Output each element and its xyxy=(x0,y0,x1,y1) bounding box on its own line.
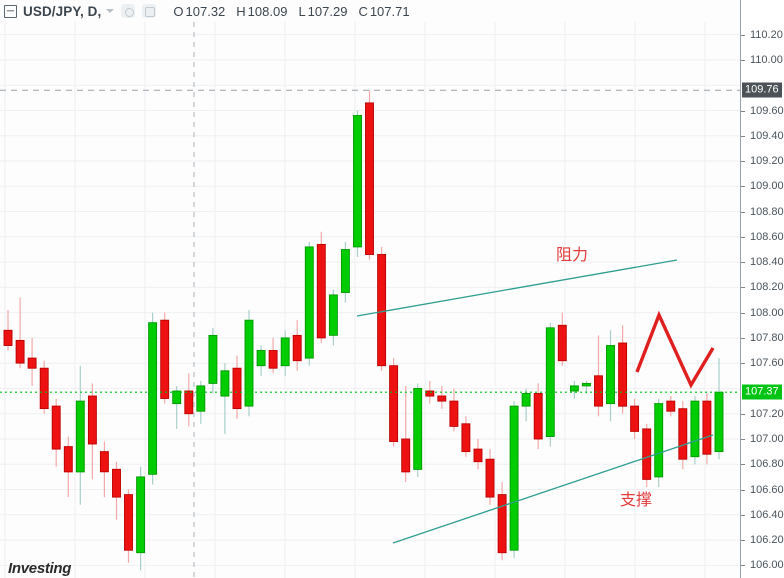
eye-icon[interactable] xyxy=(121,4,136,18)
axis-tick xyxy=(741,211,745,213)
axis-tick xyxy=(741,337,745,339)
collapse-box-icon[interactable] xyxy=(4,4,17,18)
axis-tick-label: 106.40 xyxy=(750,508,784,521)
last-price-badge[interactable]: 107.37 xyxy=(742,384,782,400)
investing-watermark: Investing xyxy=(8,560,72,577)
chart-overlays xyxy=(0,22,740,578)
axis-tick-label: 110.20 xyxy=(750,28,783,41)
axis-tick xyxy=(741,540,745,542)
axis-tick xyxy=(741,287,745,289)
axis-tick-label: 107.60 xyxy=(750,357,784,370)
axis-tick xyxy=(741,59,745,61)
level-price-badge[interactable]: 109.76 xyxy=(742,82,782,98)
axis-tick xyxy=(741,489,745,491)
axis-tick xyxy=(741,565,745,567)
axis-tick xyxy=(741,161,745,162)
axis-tick-label: 106.00 xyxy=(750,559,784,572)
axis-tick xyxy=(741,262,745,264)
axis-tick-label: 106.80 xyxy=(750,458,784,471)
support-label: 支撑 xyxy=(620,492,653,509)
ohlc-open: O 107.32 xyxy=(173,3,226,19)
axis-tick-label: 108.80 xyxy=(750,205,784,218)
ohlc-high: H 108.09 xyxy=(236,3,288,19)
axis-tick-label: 106.60 xyxy=(750,483,784,496)
axis-tick-label: 107.00 xyxy=(750,433,784,445)
chart-header: USD/JPY, D, O 107.32 H 108.09 L 107.29 C… xyxy=(0,0,784,22)
price-axis[interactable]: 110.20 110.00 109.60 109.40 109.20 109.00 108.… xyxy=(740,0,784,578)
chart-plot-area[interactable]: Investing 阻力支撑 xyxy=(0,22,740,578)
page-title: USD/JPY, D, xyxy=(23,3,102,19)
axis-tick xyxy=(741,464,745,466)
candlestick-series xyxy=(3,90,724,571)
axis-tick-label: 108.00 xyxy=(750,306,784,319)
axis-tick-label: 109.40 xyxy=(750,129,784,142)
ohlc-close: C 107.71 xyxy=(358,3,410,19)
axis-tick xyxy=(741,110,745,112)
axis-tick-label: 108.20 xyxy=(750,281,784,294)
axis-tick-label: 109.00 xyxy=(750,180,784,193)
axis-tick-label: 106.20 xyxy=(750,534,784,547)
axis-tick xyxy=(741,413,745,415)
axis-tick-label: 110.00 xyxy=(750,53,783,66)
ohlc-readout: O 107.32 H 108.09 L 107.29 C 107.71 xyxy=(173,4,420,19)
axis-tick xyxy=(741,312,745,314)
gear-icon[interactable] xyxy=(142,4,157,18)
axis-tick xyxy=(741,34,745,36)
axis-tick-label: 107.20 xyxy=(750,407,784,420)
axis-tick-label: 107.80 xyxy=(750,331,784,344)
resistance-label: 阻力 xyxy=(556,247,589,264)
axis-tick-label: 109.20 xyxy=(750,155,784,167)
axis-tick xyxy=(741,514,745,516)
axis-tick xyxy=(741,363,745,365)
axis-tick xyxy=(741,439,745,440)
ohlc-low: L 107.29 xyxy=(298,3,348,19)
axis-tick xyxy=(741,186,745,188)
axis-tick-label: 108.60 xyxy=(750,230,784,243)
axis-tick xyxy=(741,135,745,137)
axis-tick-label: 109.60 xyxy=(750,104,784,117)
axis-tick-label: 108.40 xyxy=(750,256,784,269)
axis-tick xyxy=(741,236,745,238)
chevron-down-icon[interactable] xyxy=(106,9,115,13)
